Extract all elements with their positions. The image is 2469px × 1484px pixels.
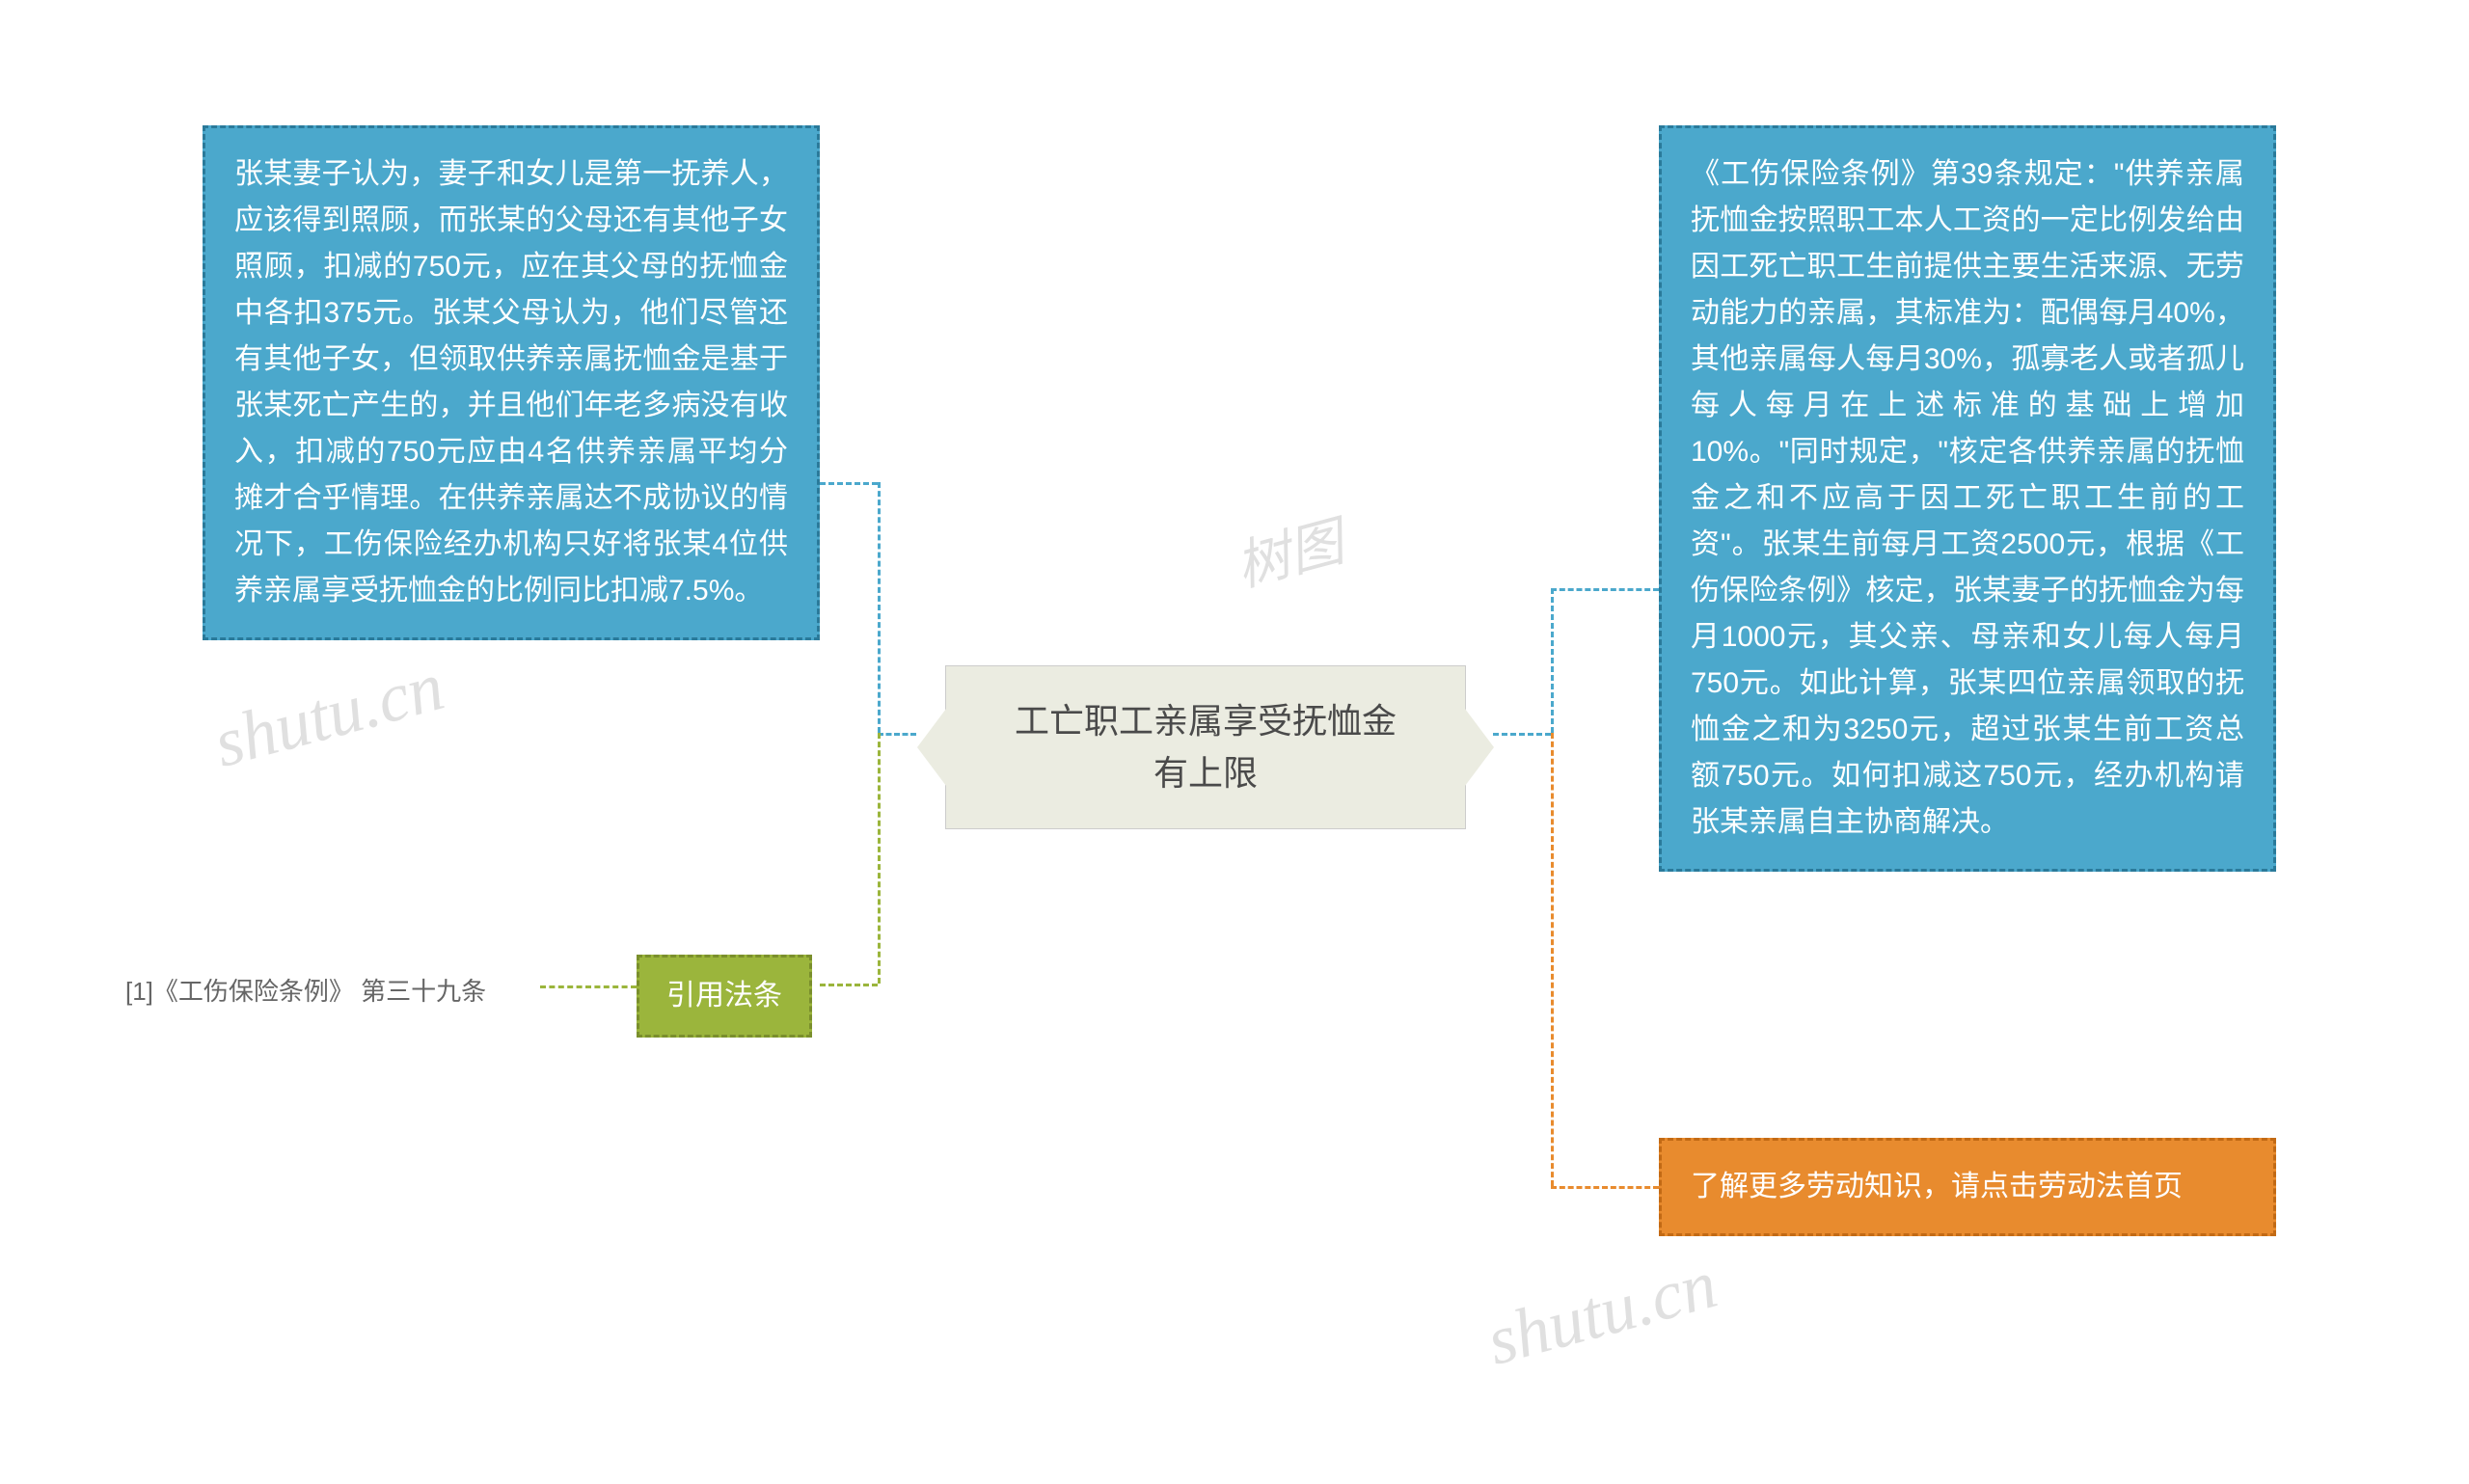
watermark: shutu.cn [205, 646, 451, 784]
connector-left-up-h2 [820, 482, 878, 485]
central-line1: 工亡职工亲属享受抚恤金 [1015, 701, 1397, 741]
node-right-bottom-text: 了解更多劳动知识，请点击劳动法首页 [1691, 1171, 2183, 1202]
connector-right-down-v [1551, 733, 1554, 1186]
connector-right-up-h2 [1551, 588, 1659, 591]
connector-left-down-v [878, 733, 881, 984]
node-right-top: 《工伤保险条例》第39条规定："供养亲属抚恤金按照职工本人工资的一定比例发给由因… [1659, 125, 2276, 872]
connector-right-up-h1 [1493, 733, 1551, 736]
node-left-bottom-label: 引用法条 [637, 955, 812, 1038]
olive-label-text: 引用法条 [666, 980, 782, 1012]
connector-left-up-h1 [878, 733, 916, 736]
node-left-top-text: 张某妻子认为，妻子和女儿是第一抚养人，应该得到照顾，而张某的父母还有其他子女照顾… [234, 158, 788, 607]
connector-right-down-h [1551, 1186, 1659, 1189]
watermark: 树图 [1226, 499, 1350, 602]
node-right-top-text: 《工伤保险条例》第39条规定："供养亲属抚恤金按照职工本人工资的一定比例发给由因… [1691, 158, 2244, 838]
connector-left-up-v [878, 482, 881, 733]
connector-right-up-v [1551, 588, 1554, 733]
node-right-bottom: 了解更多劳动知识，请点击劳动法首页 [1659, 1138, 2276, 1236]
reference-text: [1]《工伤保险条例》 第三十九条 [125, 972, 486, 1008]
watermark: shutu.cn [1479, 1244, 1724, 1382]
connector-olive-ref [540, 985, 637, 988]
central-topic: 工亡职工亲属享受抚恤金 有上限 [945, 665, 1466, 829]
central-line2: 有上限 [1153, 753, 1258, 793]
connector-left-down-h [820, 984, 878, 986]
node-left-top: 张某妻子认为，妻子和女儿是第一抚养人，应该得到照顾，而张某的父母还有其他子女照顾… [203, 125, 820, 640]
